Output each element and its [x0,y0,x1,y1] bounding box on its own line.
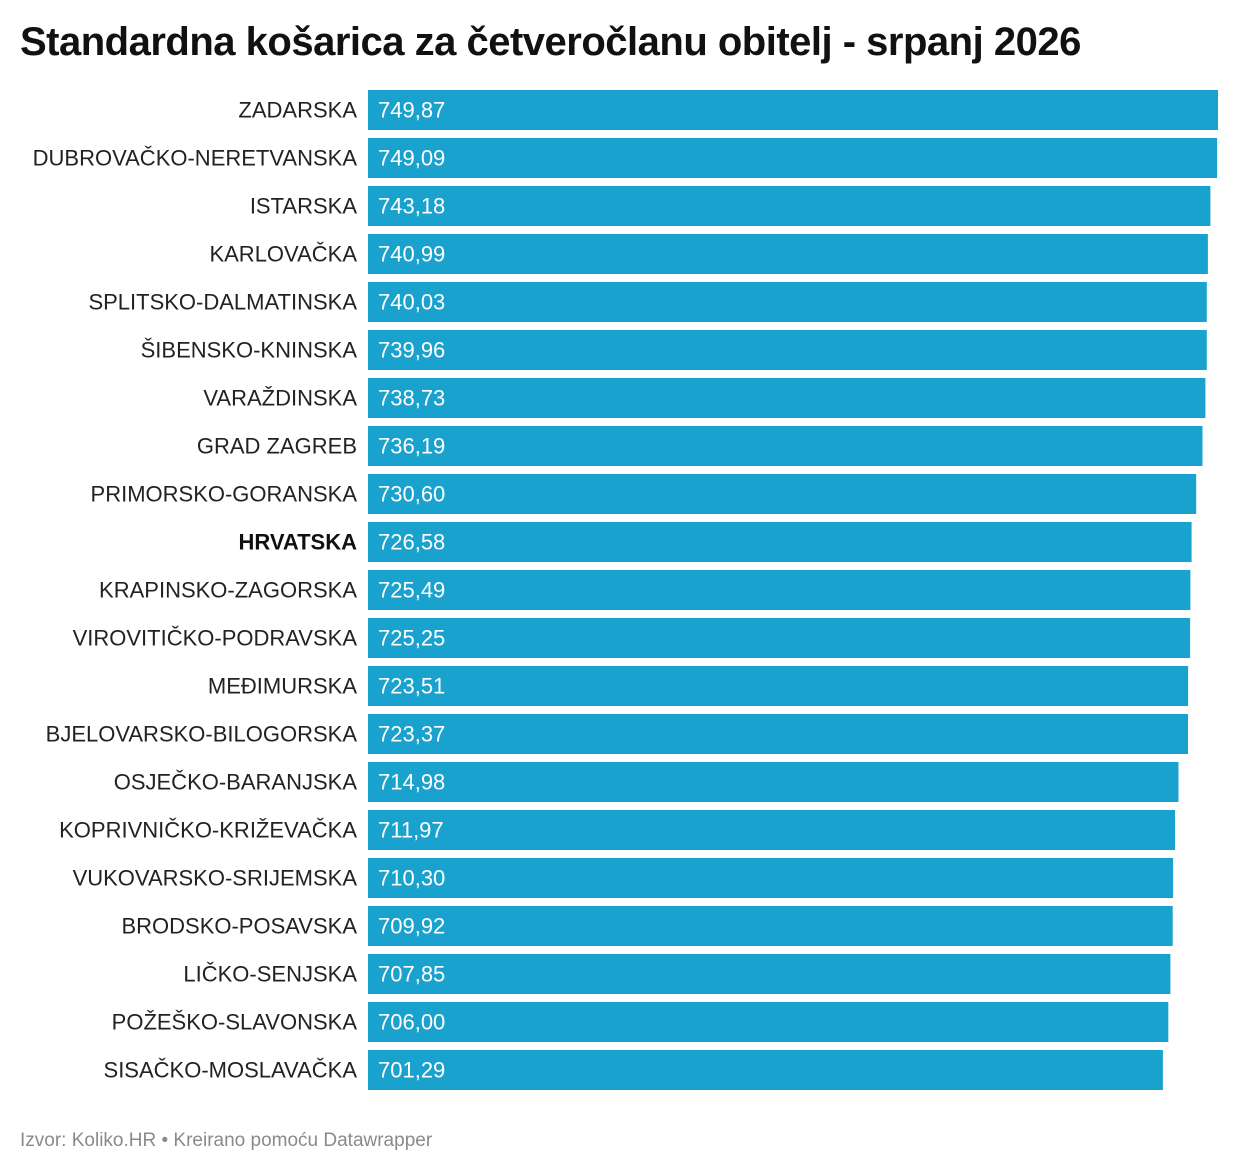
bar-group: PRIMORSKO-GORANSKA 730,60 [91,474,1197,514]
bar-group: ISTARSKA 743,18 [250,186,1211,226]
bar-group: VUKOVARSKO-SRIJEMSKA 710,30 [73,858,1174,898]
bar [368,906,1173,946]
value-label: 707,85 [378,962,445,987]
bar-group: POŽEŠKO-SLAVONSKA 706,00 [112,1002,1169,1042]
bar [368,618,1191,658]
value-label: 710,30 [378,866,445,891]
category-label: GRAD ZAGREB [197,434,357,459]
bar [368,762,1179,802]
bar-group: KOPRIVNIČKO-KRIŽEVAČKA 711,97 [59,810,1175,850]
bar [368,714,1188,754]
bar-group: LIČKO-SENJSKA 707,85 [183,954,1171,994]
category-label: SISAČKO-MOSLAVAČKA [104,1058,358,1083]
value-label: 725,49 [378,578,445,603]
bar [368,522,1192,562]
category-label: PRIMORSKO-GORANSKA [91,482,358,507]
chart-title: Standardna košarica za četveročlanu obit… [20,20,1081,64]
bar [368,954,1171,994]
category-label: KRAPINSKO-ZAGORSKA [99,578,357,603]
bar [368,474,1197,514]
category-label: VARAŽDINSKA [203,386,357,411]
category-label: VIROVITIČKO-PODRAVSKA [73,626,358,651]
category-label: MEĐIMURSKA [208,674,357,699]
bar-group: BJELOVARSKO-BILOGORSKA 723,37 [46,714,1188,754]
value-label: 714,98 [378,770,445,795]
bar-group: HRVATSKA 726,58 [238,522,1192,562]
bar-group: GRAD ZAGREB 736,19 [197,426,1203,466]
bar-chart: ZADARSKA 749,87 DUBROVAČKO-NERETVANSKA 749,… [33,90,1218,1090]
category-label: ZADARSKA [238,98,357,123]
bar [368,1050,1163,1090]
category-label: ISTARSKA [250,194,358,219]
category-label: BJELOVARSKO-BILOGORSKA [46,722,358,747]
bar-group: OSJEČKO-BARANJSKA 714,98 [114,762,1179,802]
value-label: 740,03 [378,290,445,315]
bar-group: BRODSKO-POSAVSKA 709,92 [121,906,1173,946]
category-label: VUKOVARSKO-SRIJEMSKA [73,866,358,891]
bar [368,330,1207,370]
bar [368,570,1191,610]
value-label: 723,37 [378,722,445,747]
bar-group: SISAČKO-MOSLAVAČKA 701,29 [104,1050,1163,1090]
value-label: 738,73 [378,386,445,411]
bar [368,810,1175,850]
bar [368,1002,1169,1042]
value-label: 730,60 [378,482,445,507]
category-label: HRVATSKA [238,530,357,555]
bar [368,378,1206,418]
category-label: LIČKO-SENJSKA [183,962,357,987]
bar [368,666,1189,706]
bar-group: ZADARSKA 749,87 [238,90,1218,130]
bar-group: VIROVITIČKO-PODRAVSKA 725,25 [73,618,1191,658]
bar [368,282,1207,322]
bar [368,858,1174,898]
value-label: 706,00 [378,1010,445,1035]
source-note: Izvor: Koliko.HR • Kreirano pomoću Dataw… [20,1130,433,1151]
value-label: 726,58 [378,530,445,555]
value-label: 711,97 [378,818,444,843]
category-label: KARLOVAČKA [209,242,357,267]
category-label: ŠIBENSKO-KNINSKA [141,338,358,363]
value-label: 709,92 [378,914,445,939]
value-label: 739,96 [378,338,445,363]
bar-group: DUBROVAČKO-NERETVANSKA 749,09 [33,138,1218,178]
bar-group: KARLOVAČKA 740,99 [209,234,1208,274]
bar [368,426,1203,466]
bar-group: VARAŽDINSKA 738,73 [203,378,1206,418]
value-label: 736,19 [378,434,445,459]
value-label: 740,99 [378,242,445,267]
bar-group: SPLITSKO-DALMATINSKA 740,03 [88,282,1207,322]
value-label: 749,87 [378,98,445,123]
value-label: 701,29 [378,1058,445,1083]
category-label: BRODSKO-POSAVSKA [121,914,357,939]
bar [368,234,1208,274]
category-label: SPLITSKO-DALMATINSKA [88,290,357,315]
value-label: 723,51 [378,674,445,699]
bar [368,138,1218,178]
category-label: KOPRIVNIČKO-KRIŽEVAČKA [59,818,357,843]
category-label: POŽEŠKO-SLAVONSKA [112,1010,358,1035]
value-label: 743,18 [378,194,445,219]
value-label: 725,25 [378,626,445,651]
bar-group: MEĐIMURSKA 723,51 [208,666,1189,706]
category-label: DUBROVAČKO-NERETVANSKA [33,146,358,171]
bar-group: ŠIBENSKO-KNINSKA 739,96 [141,330,1207,370]
bar-group: KRAPINSKO-ZAGORSKA 725,49 [99,570,1191,610]
bar [368,90,1218,130]
category-label: OSJEČKO-BARANJSKA [114,770,358,795]
value-label: 749,09 [378,146,445,171]
bar [368,186,1211,226]
